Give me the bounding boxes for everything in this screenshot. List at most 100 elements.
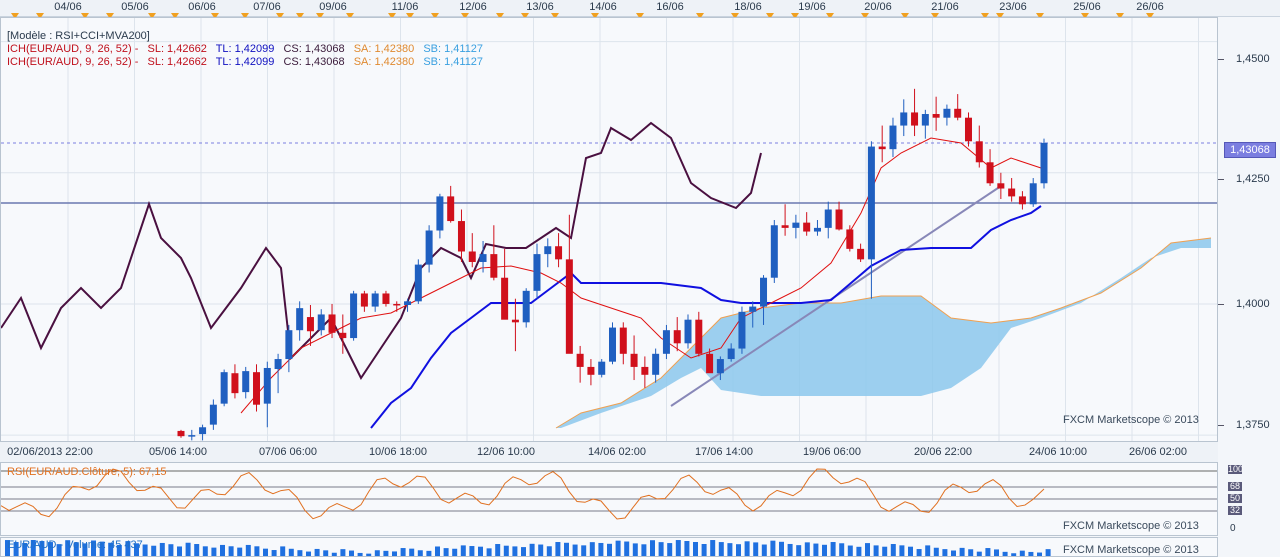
volume-bar xyxy=(787,543,793,556)
event-marker-icon[interactable] xyxy=(931,13,939,19)
event-marker-icon[interactable] xyxy=(211,13,219,19)
sb-label: SB: 1,41127 xyxy=(423,56,484,68)
price-chart-panel[interactable]: [Modèle : RSI+CCI+MVA200] ICH(EUR/AUD, 9… xyxy=(0,17,1218,442)
top-date-label: 09/06 xyxy=(319,1,347,13)
candle-body xyxy=(371,293,379,307)
price-tick-label: 1,3750 xyxy=(1236,419,1270,431)
volume-bar xyxy=(736,544,741,556)
event-marker-icon[interactable] xyxy=(241,13,249,19)
volume-bar xyxy=(658,542,664,556)
event-marker-icon[interactable] xyxy=(551,13,559,19)
event-marker-icon[interactable] xyxy=(1036,13,1044,19)
volume-bar xyxy=(159,542,165,556)
volume-bar xyxy=(942,549,948,556)
volume-bar xyxy=(951,550,956,556)
event-marker-icon[interactable] xyxy=(766,13,774,19)
top-date-label: 25/06 xyxy=(1073,1,1101,13)
event-marker-icon[interactable] xyxy=(791,13,799,19)
volume-bar xyxy=(409,548,415,556)
candle-body xyxy=(565,259,573,354)
top-date-label: 07/06 xyxy=(253,1,281,13)
event-marker-icon[interactable] xyxy=(461,13,469,19)
event-marker-icon[interactable] xyxy=(171,13,179,19)
event-marker-icon[interactable] xyxy=(148,13,156,19)
event-marker-icon[interactable] xyxy=(826,13,834,19)
volume-bar xyxy=(39,541,45,556)
event-marker-icon[interactable] xyxy=(431,13,439,19)
candle-body xyxy=(641,366,649,375)
price-chart-svg xyxy=(1,18,1217,441)
time-axis[interactable] xyxy=(0,441,1218,462)
candle-body xyxy=(263,367,271,404)
price-tick-label: 1,4000 xyxy=(1236,298,1270,310)
price-scale[interactable] xyxy=(1218,17,1280,442)
event-marker-icon[interactable] xyxy=(316,13,324,19)
event-marker-icon[interactable] xyxy=(81,13,89,19)
event-marker-icon[interactable] xyxy=(861,13,869,19)
candle-body xyxy=(792,222,800,228)
event-marker-icon[interactable] xyxy=(106,13,114,19)
event-marker-icon[interactable] xyxy=(521,13,529,19)
event-marker-icon[interactable] xyxy=(636,13,644,19)
event-marker-icon[interactable] xyxy=(11,13,19,19)
event-marker-icon[interactable] xyxy=(346,13,354,19)
event-marker-icon[interactable] xyxy=(696,13,704,19)
event-marker-icon[interactable] xyxy=(901,13,909,19)
volume-bar xyxy=(314,548,320,556)
volume-bar xyxy=(383,550,389,556)
volume-bar xyxy=(22,543,28,556)
volume-bar xyxy=(194,544,200,556)
volume-bar xyxy=(349,550,354,556)
volume-bar xyxy=(254,546,260,556)
candle-body xyxy=(350,293,358,339)
candle-body xyxy=(242,371,250,393)
tl-label: TL: 1,42099 xyxy=(215,43,275,55)
candle-body xyxy=(652,353,660,375)
event-marker-icon[interactable] xyxy=(1116,13,1124,19)
candle-body xyxy=(317,314,325,331)
volume-bar xyxy=(641,544,647,556)
candle-body xyxy=(835,209,843,230)
time-tick-label: 17/06 14:00 xyxy=(694,446,754,458)
volume-bar xyxy=(538,544,544,556)
candle-body xyxy=(587,366,595,375)
time-tick-label: 20/06 22:00 xyxy=(913,446,973,458)
event-marker-icon[interactable] xyxy=(276,13,284,19)
volume-bar xyxy=(65,540,71,556)
volume-bar xyxy=(400,548,406,556)
event-marker-icon[interactable] xyxy=(731,13,739,19)
volume-bar xyxy=(1002,551,1008,556)
candle-body xyxy=(490,254,498,278)
candle-body xyxy=(382,293,390,304)
candle-body xyxy=(813,227,821,232)
event-marker-icon[interactable] xyxy=(591,13,599,19)
top-date-label: 26/06 xyxy=(1136,1,1164,13)
volume-bar xyxy=(177,546,182,556)
volume-panel[interactable]: EUR/AUD - Volume: 45 437 FXCM Marketscop… xyxy=(0,537,1218,557)
event-marker-icon[interactable] xyxy=(36,13,44,19)
volume-bar xyxy=(91,540,96,556)
event-marker-icon[interactable] xyxy=(981,13,989,19)
candle-body xyxy=(393,303,401,306)
event-marker-icon[interactable] xyxy=(388,13,396,19)
event-marker-icon[interactable] xyxy=(496,13,504,19)
volume-bar xyxy=(280,546,286,556)
volume-bar xyxy=(495,544,501,556)
candle-body xyxy=(306,317,314,332)
event-marker-icon[interactable] xyxy=(996,13,1004,19)
candle-body xyxy=(339,332,347,339)
event-marker-icon[interactable] xyxy=(1081,13,1089,19)
candle-body xyxy=(177,430,185,437)
top-date-bar: 04/06 05/06 06/06 07/06 09/06 11/06 12/06 13/06… xyxy=(0,0,1280,19)
event-marker-icon[interactable] xyxy=(296,13,304,19)
candle-body xyxy=(716,359,724,374)
rsi-panel[interactable]: RSI(EUR/AUD.Clôture, 5): 67,15 FXCM Mark… xyxy=(0,462,1218,536)
event-marker-icon[interactable] xyxy=(406,13,414,19)
event-marker-icon[interactable] xyxy=(1146,13,1154,19)
time-tick-label: 19/06 06:00 xyxy=(802,446,862,458)
top-date-label: 14/06 xyxy=(589,1,617,13)
price-tick xyxy=(1218,425,1224,426)
candle-body xyxy=(878,146,886,150)
top-date-label: 20/06 xyxy=(864,1,892,13)
top-date-label: 23/06 xyxy=(999,1,1027,13)
